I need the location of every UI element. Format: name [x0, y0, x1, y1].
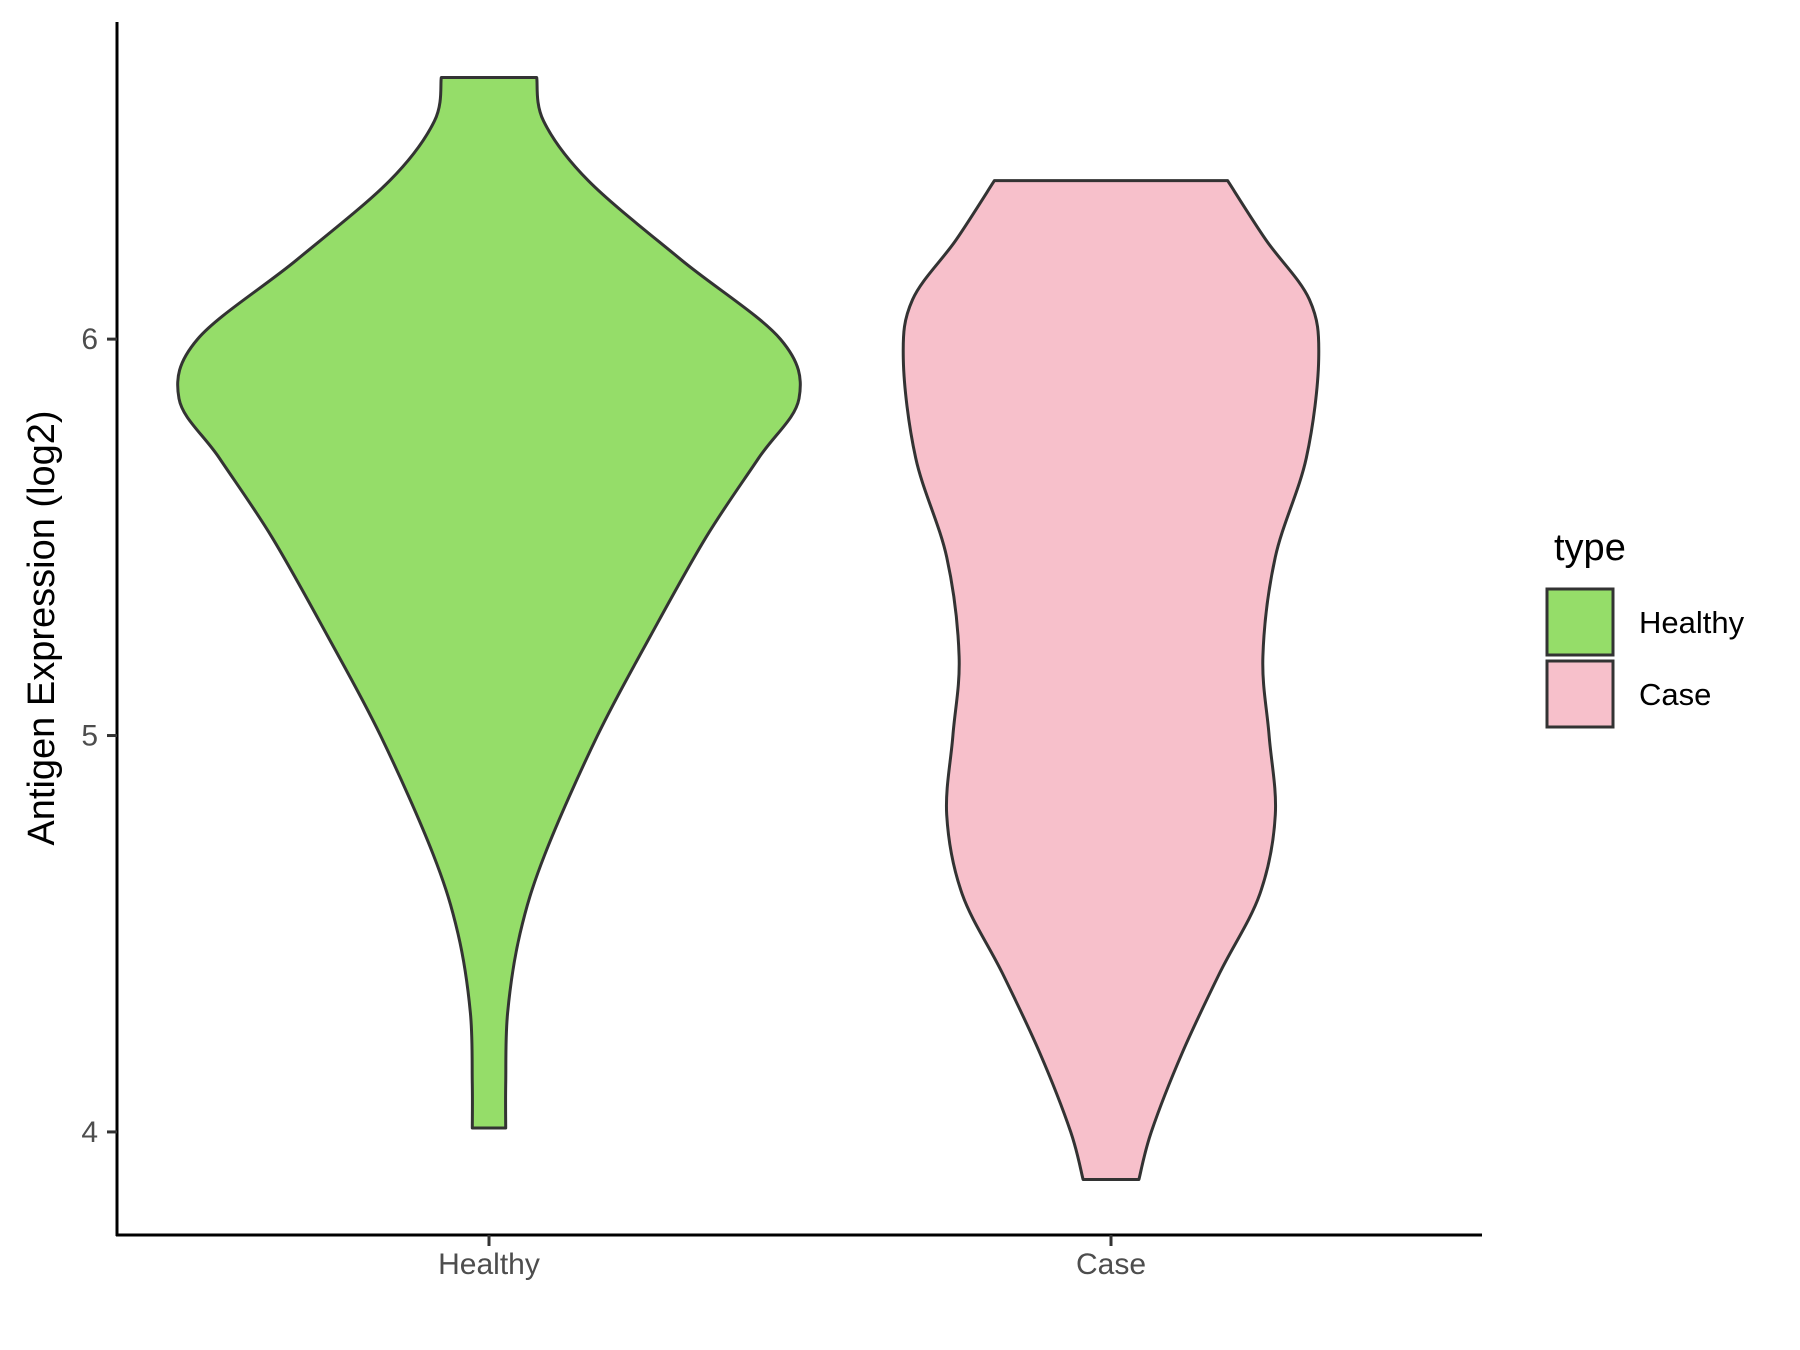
axes-layer — [115, 22, 1482, 1237]
y-tick-label: 5 — [81, 720, 98, 753]
x-tick-label-case: Case — [1076, 1248, 1146, 1281]
legend-swatch-case — [1545, 659, 1615, 729]
y-tick-label: 4 — [81, 1116, 98, 1149]
legend-label-healthy: Healthy — [1639, 605, 1745, 640]
x-ticks-layer: Healthy Case — [438, 1235, 1146, 1281]
violin-healthy — [176, 76, 802, 1130]
y-tick-label: 6 — [81, 323, 98, 356]
y-axis-title: Antigen Expression (log2) — [21, 410, 63, 845]
violin-case — [901, 179, 1321, 1181]
y-ticks-layer: 4 5 6 — [81, 323, 117, 1149]
legend: type Healthy Case — [1545, 527, 1745, 729]
x-tick-label-healthy: Healthy — [438, 1248, 540, 1281]
violins-layer — [176, 76, 1321, 1181]
legend-label-case: Case — [1639, 677, 1711, 712]
legend-swatch-healthy — [1545, 587, 1615, 657]
legend-title: type — [1554, 527, 1626, 569]
